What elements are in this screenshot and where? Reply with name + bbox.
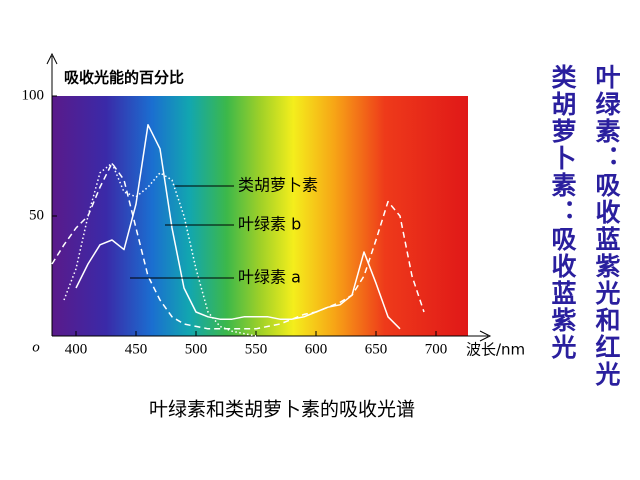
y-tick-label: 50 (29, 207, 44, 223)
origin-label: o (32, 339, 40, 355)
x-axis-arrow (479, 330, 492, 342)
y-tick-label: 100 (22, 87, 45, 103)
y-axis-label: 吸收光能的百分比 (64, 69, 184, 87)
spectrum-background (52, 96, 468, 336)
x-tick-label: 650 (365, 341, 388, 357)
series-label: 叶绿素 a (238, 268, 301, 287)
x-tick-label: 450 (125, 341, 148, 357)
note: 类胡萝卜素：吸收蓝紫光 (548, 64, 577, 361)
series-label: 类胡萝卜素 (238, 176, 318, 195)
note: 叶绿素：吸收蓝紫光和红光 (592, 64, 621, 388)
x-tick-label: 600 (305, 341, 328, 357)
x-axis-label: 波长/nm (466, 341, 525, 359)
y-axis-arrow (46, 52, 58, 65)
x-tick-label: 550 (245, 341, 268, 357)
series-line (75, 124, 401, 330)
series-line (63, 162, 257, 337)
series-label: 叶绿素 b (238, 215, 301, 234)
series-line (51, 162, 425, 330)
x-tick-label: 700 (425, 341, 448, 357)
x-tick-label: 500 (185, 341, 208, 357)
x-tick-label: 400 (65, 341, 88, 357)
chart-title: 叶绿素和类胡萝卜素的吸收光谱 (149, 399, 415, 421)
